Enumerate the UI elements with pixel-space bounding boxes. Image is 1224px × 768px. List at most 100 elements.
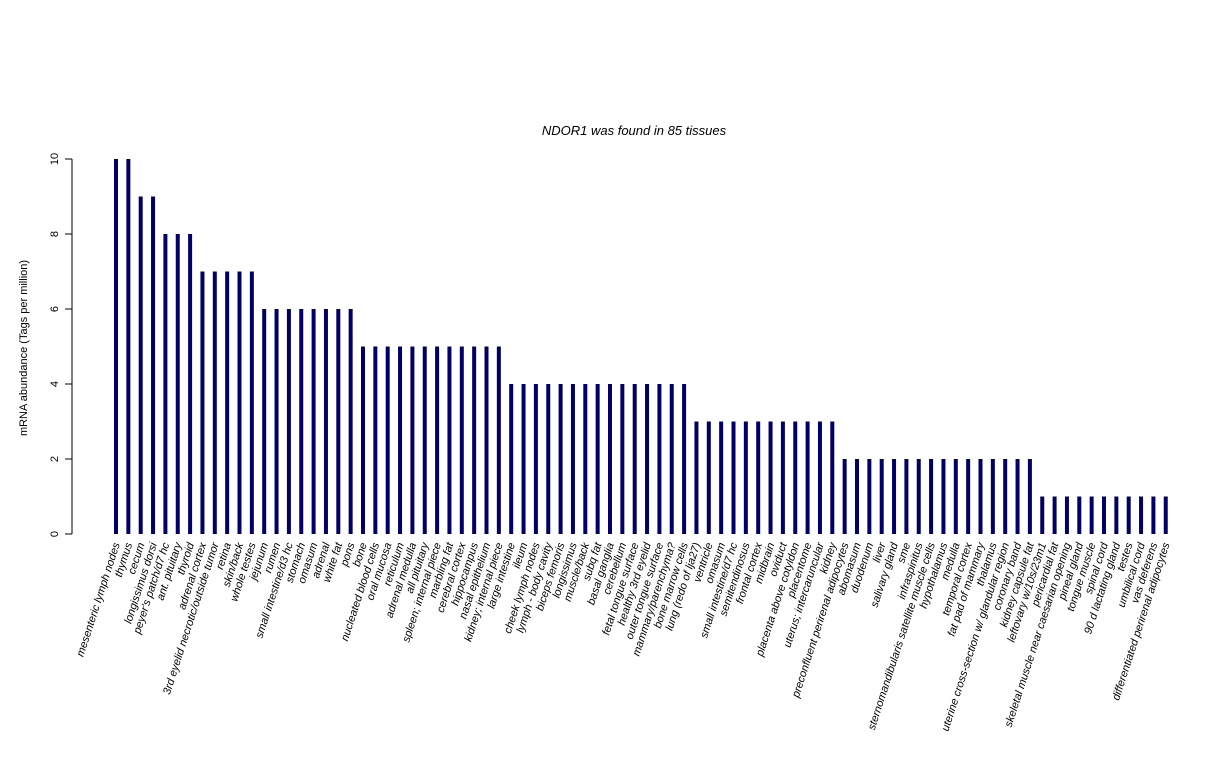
bar (163, 234, 168, 534)
bar (373, 346, 378, 534)
bar (558, 384, 563, 534)
bar (645, 384, 650, 534)
y-tick-label: 8 (49, 231, 61, 237)
bar (743, 421, 748, 534)
bar (286, 309, 291, 534)
bar (620, 384, 625, 534)
bar (978, 459, 983, 534)
bar (385, 346, 390, 534)
bar (447, 346, 452, 534)
bar (966, 459, 971, 534)
bar (138, 196, 143, 534)
bar (990, 459, 995, 534)
bar (793, 421, 798, 534)
bar (632, 384, 637, 534)
bar (422, 346, 427, 534)
bar (953, 459, 958, 534)
y-tick-label: 6 (49, 306, 61, 312)
bar (1151, 496, 1156, 534)
bar (348, 309, 353, 534)
bar (435, 346, 440, 534)
bar (842, 459, 847, 534)
bar (595, 384, 600, 534)
bar (237, 271, 242, 534)
y-axis: 0 2 4 6 8 10 (49, 153, 73, 537)
bar (608, 384, 612, 534)
bar (817, 421, 822, 534)
bar (892, 459, 897, 534)
bar (212, 271, 217, 534)
bar (694, 421, 699, 534)
bar (472, 346, 477, 534)
bar (1015, 459, 1020, 534)
bar (546, 384, 551, 534)
bar (583, 384, 588, 534)
bar (669, 384, 674, 534)
bar (1064, 496, 1069, 534)
bar (533, 384, 538, 534)
bar (570, 384, 575, 534)
bar (916, 459, 921, 534)
y-tick-label: 0 (49, 531, 61, 537)
category-labels: mesenteric lymph nodesthymuscecumlongiss… (75, 540, 1173, 733)
x-tick-label: mesenteric lymph nodes (75, 541, 123, 659)
bar (225, 271, 230, 534)
bar (867, 459, 872, 534)
bar (175, 234, 180, 534)
bar (855, 459, 859, 534)
bar (706, 421, 711, 534)
bar (398, 346, 403, 534)
bar (805, 421, 810, 534)
bar (1052, 496, 1057, 534)
x-tick-label: sternomandibularis satellite muscle cell… (866, 541, 938, 732)
bar (929, 459, 934, 534)
bar (249, 271, 254, 534)
y-axis-label: mRNA abundance (Tags per million) (18, 260, 30, 436)
bar (459, 346, 464, 534)
y-tick-label: 2 (49, 456, 61, 462)
bar (188, 234, 193, 534)
bar (509, 384, 514, 534)
bar (200, 271, 205, 534)
bar (299, 309, 304, 534)
bar (521, 384, 526, 534)
y-tick-label: 10 (49, 153, 61, 165)
bar (262, 309, 267, 534)
bar (323, 309, 328, 534)
bar (1040, 496, 1045, 534)
bar (126, 159, 131, 534)
bar (719, 421, 724, 534)
chart-title: NDOR1 was found in 85 tissues (542, 123, 727, 138)
bar (1077, 496, 1082, 534)
bar (1027, 459, 1032, 534)
bar (780, 421, 785, 534)
bar (1163, 496, 1168, 534)
bar (830, 421, 835, 534)
bar (657, 384, 662, 534)
bar (336, 309, 341, 534)
bars (114, 159, 1168, 534)
bar (151, 196, 156, 534)
bar (941, 459, 946, 534)
bar (484, 346, 489, 534)
bar (756, 421, 761, 534)
bar (682, 384, 687, 534)
bar (361, 346, 365, 534)
bar (731, 421, 736, 534)
bar (1139, 496, 1144, 534)
bar (768, 421, 773, 534)
bar (879, 459, 884, 534)
bar (114, 159, 118, 534)
bar (1102, 496, 1106, 534)
bar (904, 459, 909, 534)
bar (311, 309, 316, 534)
bar (1003, 459, 1008, 534)
bar (1126, 496, 1131, 534)
bar (1089, 496, 1094, 534)
y-tick-label: 4 (49, 381, 61, 387)
bar (496, 346, 501, 534)
bar (274, 309, 279, 534)
bar (410, 346, 415, 534)
bar (1114, 496, 1119, 534)
